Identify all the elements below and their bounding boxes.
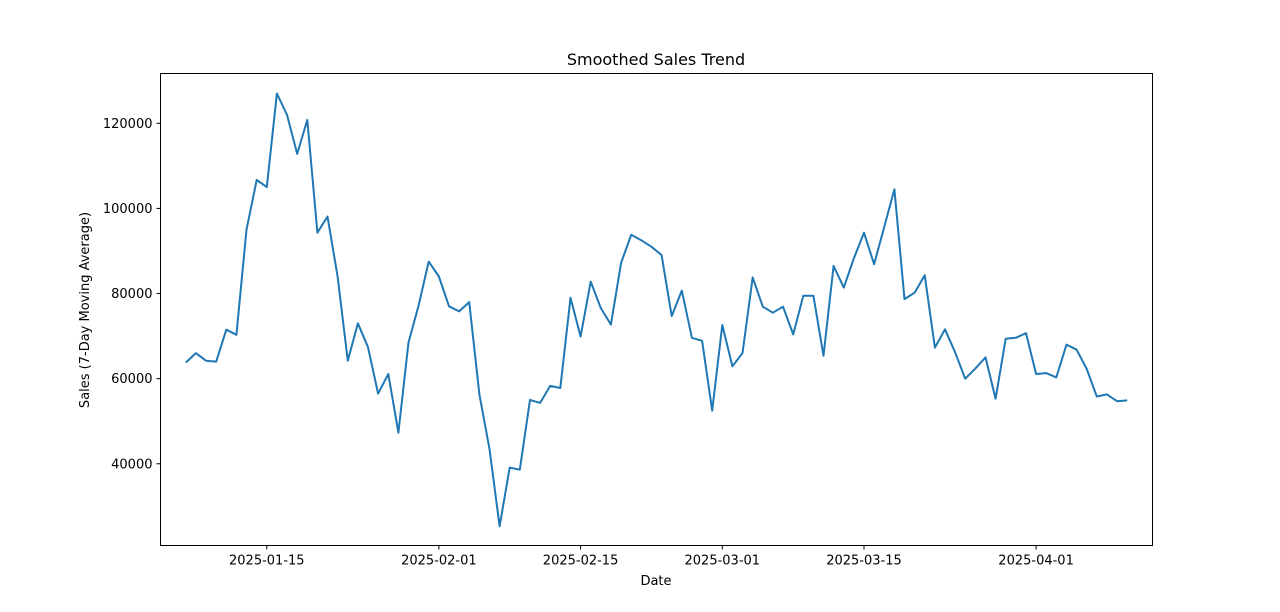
x-tick-label: 2025-01-15 — [229, 554, 305, 569]
y-tick-label: 100000 — [103, 202, 153, 217]
y-tick-label: 80000 — [111, 287, 152, 302]
x-tick-label: 2025-03-15 — [826, 554, 902, 569]
y-tick-label: 60000 — [111, 372, 152, 387]
y-tick-label: 40000 — [111, 457, 152, 472]
x-tick-label: 2025-03-01 — [685, 554, 761, 569]
chart-title: Smoothed Sales Trend — [567, 50, 745, 69]
x-axis-ticks: 2025-01-15 2025-02-01 2025-02-15 2025-03-01… — [229, 545, 1074, 569]
x-tick-label: 2025-02-15 — [543, 554, 619, 569]
y-axis-label: Sales (7-Day Moving Average) — [78, 212, 93, 408]
plot-area — [185, 92, 1128, 528]
y-tick-label: 120000 — [103, 117, 153, 132]
series-line — [185, 92, 1128, 528]
x-axis-label: Date — [640, 574, 671, 589]
plot-frame — [160, 73, 1153, 546]
x-tick-label: 2025-04-01 — [998, 554, 1074, 569]
x-tick-label: 2025-02-01 — [401, 554, 477, 569]
y-axis-ticks: 40000 60000 80000 100000 120000 — [103, 117, 161, 472]
